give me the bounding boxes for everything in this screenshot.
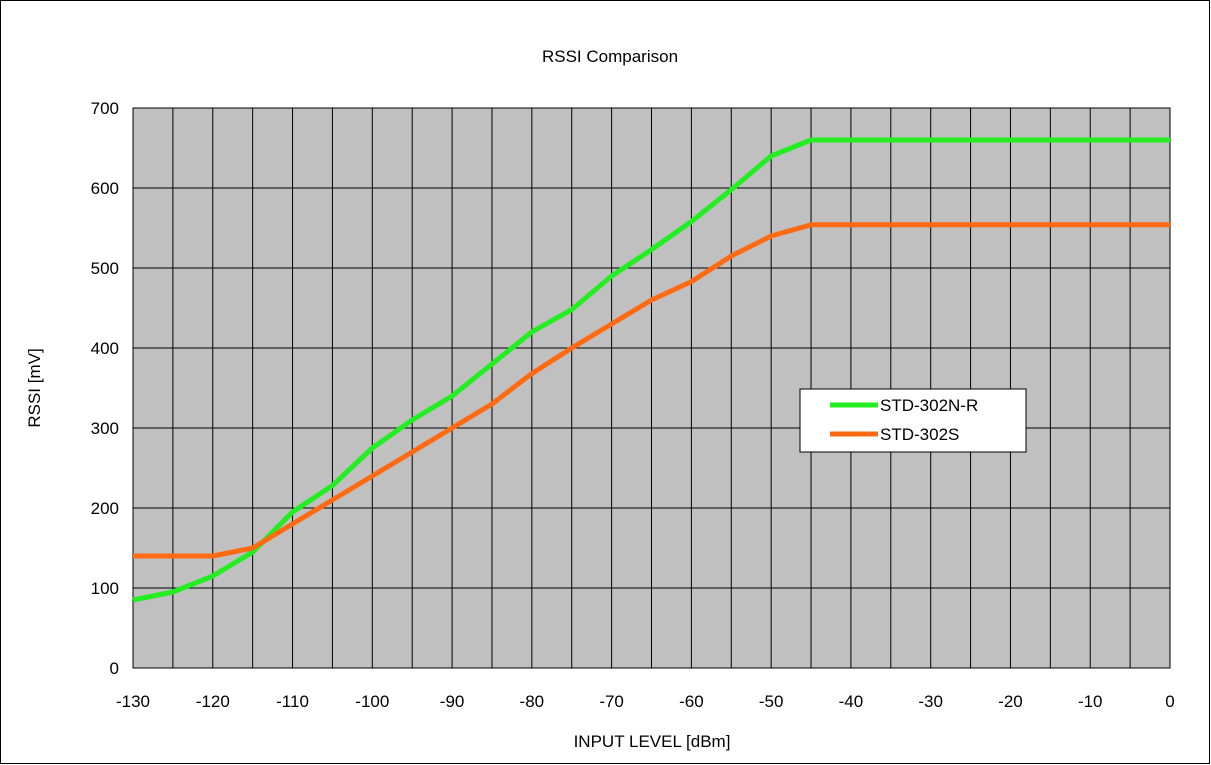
series-line-std-302n-r — [132, 137, 1170, 603]
x-tick-label: -40 — [839, 692, 864, 711]
x-tick-label: -60 — [679, 692, 704, 711]
grid-lines — [132, 107, 1171, 669]
legend-label-std-302n-r: STD-302N-R — [880, 396, 978, 415]
x-tick-label: -50 — [759, 692, 784, 711]
y-tick-labels: 0 100 200 300 400 500 600 700 — [91, 99, 119, 678]
series-line-std-302s — [133, 222, 1170, 559]
legend-box — [799, 388, 1027, 453]
y-tick-label: 600 — [91, 179, 119, 198]
chart-title: RSSI Comparison — [542, 47, 678, 66]
y-tick-label: 0 — [110, 659, 119, 678]
x-axis-label: INPUT LEVEL [dBm] — [574, 732, 731, 751]
y-tick-label: 700 — [91, 99, 119, 118]
x-tick-labels: -130 -120 -110 -100 -90 -80 -70 -60 -50 -40 -30 -20… — [116, 692, 1175, 711]
y-tick-label: 400 — [91, 339, 119, 358]
y-tick-label: 500 — [91, 259, 119, 278]
x-tick-label: -10 — [1078, 692, 1103, 711]
x-tick-label: -120 — [196, 692, 230, 711]
x-tick-label: 0 — [1165, 692, 1174, 711]
y-tick-label: 100 — [91, 579, 119, 598]
y-tick-label: 200 — [91, 499, 119, 518]
x-tick-label: -100 — [355, 692, 389, 711]
legend-label-std-302s: STD-302S — [880, 425, 959, 444]
y-axis-label: RSSI [mV] — [25, 348, 44, 427]
x-tick-label: -80 — [520, 692, 545, 711]
series-lines — [132, 137, 1170, 603]
y-tick-label: 300 — [91, 419, 119, 438]
x-tick-label: -30 — [918, 692, 943, 711]
legend: STD-302N-R STD-302S — [799, 388, 1027, 453]
x-tick-label: -130 — [116, 692, 150, 711]
x-tick-label: -110 — [276, 692, 309, 711]
x-tick-label: -20 — [998, 692, 1023, 711]
x-tick-label: -90 — [440, 692, 465, 711]
x-tick-label: -70 — [599, 692, 624, 711]
